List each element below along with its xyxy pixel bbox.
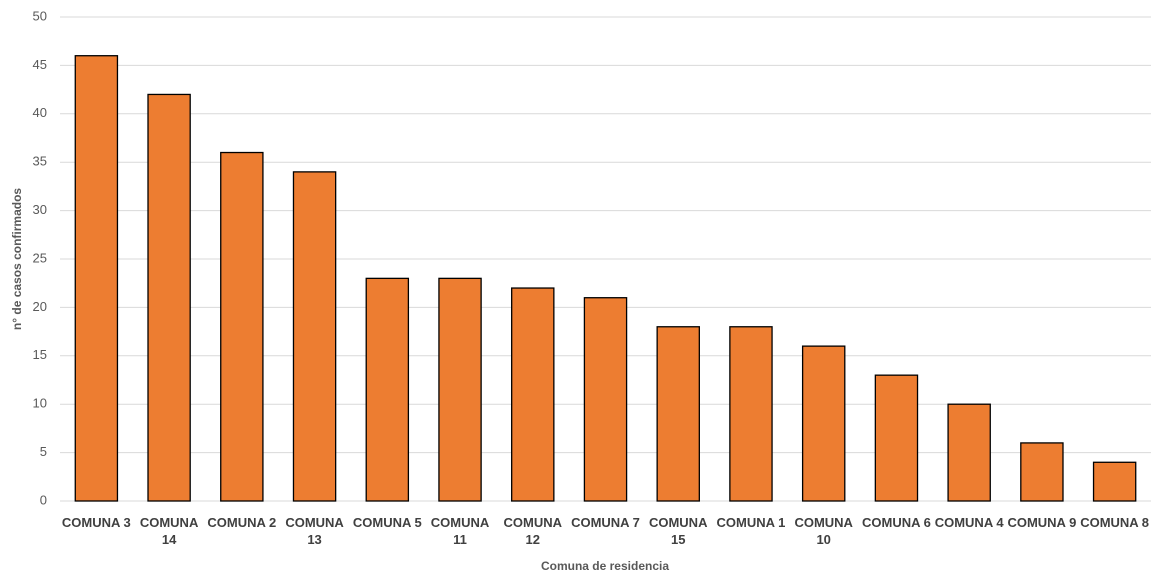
bar [1092, 461, 1137, 502]
x-tick-label: COMUNA 10 [794, 515, 853, 547]
y-tick-label: 10 [33, 396, 47, 411]
x-tick-label: COMUNA 15 [648, 515, 708, 547]
y-tick-label: 30 [33, 202, 47, 217]
x-tick-label: COMUNA 4 [934, 515, 1004, 530]
bar [801, 345, 846, 502]
y-tick-label: 20 [33, 299, 47, 314]
y-tick-label: 5 [40, 444, 47, 459]
bar [292, 171, 337, 502]
y-tick-label: 45 [33, 57, 47, 72]
bar [147, 93, 191, 502]
y-tick-label: 0 [40, 492, 47, 507]
x-tick-label: COMUNA 5 [352, 515, 422, 530]
x-tick-label: COMUNA 14 [139, 515, 199, 547]
bar [511, 287, 555, 502]
y-tick-label: 40 [33, 105, 47, 120]
x-tick-label: COMUNA 8 [1080, 515, 1150, 530]
y-tick-label: 50 [33, 8, 47, 23]
x-tick-label: COMUNA 1 [716, 515, 786, 530]
y-tick-label: 35 [33, 154, 47, 169]
bar [656, 326, 700, 502]
x-tick-label: COMUNA 7 [571, 515, 640, 530]
x-tick-label: COMUNA 13 [285, 515, 344, 547]
x-tick-label: COMUNA 12 [503, 515, 563, 547]
x-tick-label: COMUNA 9 [1007, 515, 1077, 530]
bar [947, 403, 991, 502]
bar [438, 277, 482, 502]
x-axis-title: Comuna de residencia [541, 559, 669, 573]
bar [729, 326, 773, 502]
bar [365, 277, 410, 502]
bar [874, 374, 919, 502]
y-tick-label: 25 [33, 250, 47, 265]
y-axis-title: n° de casos confirmados [10, 188, 24, 330]
bar [220, 151, 264, 502]
bar [1020, 442, 1064, 502]
x-tick-label: COMUNA 2 [207, 515, 277, 530]
x-tick-label: COMUNA 3 [61, 515, 131, 530]
x-tick-label: COMUNA 6 [861, 515, 931, 530]
x-tick-label: COMUNA 11 [430, 515, 490, 547]
bar [74, 55, 119, 502]
bar [583, 297, 628, 502]
y-tick-label: 15 [33, 347, 47, 362]
